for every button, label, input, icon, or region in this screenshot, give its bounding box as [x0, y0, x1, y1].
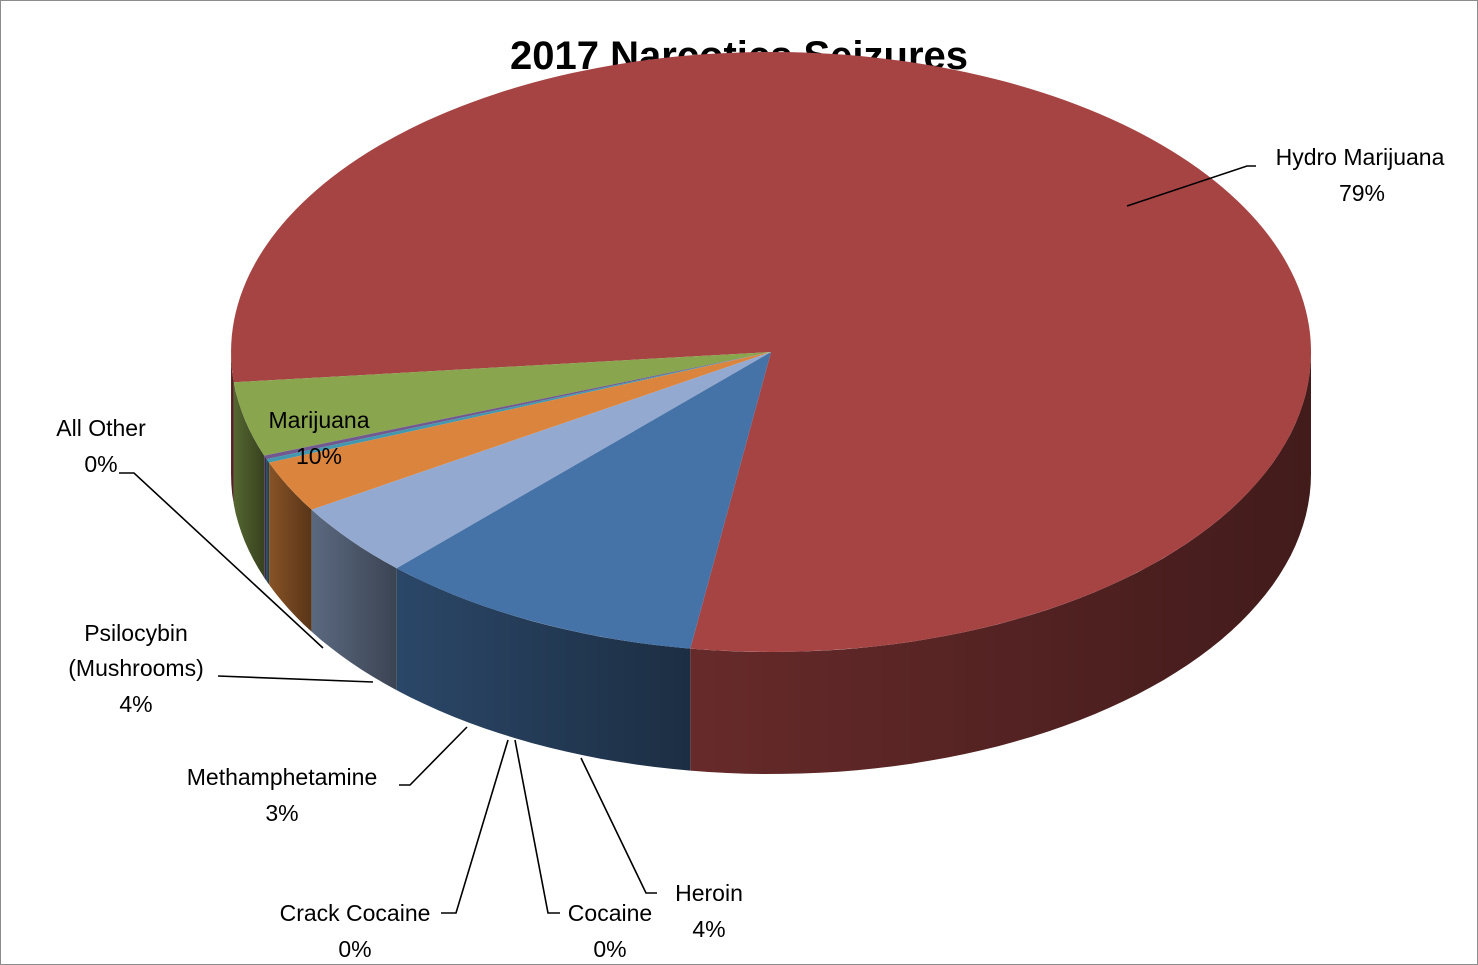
slice-side-psilocybin-mushrooms [311, 509, 397, 691]
leader-hydro-marijuana [1126, 165, 1256, 207]
slice-side-marijuana [396, 568, 691, 771]
slice-marijuana [396, 352, 771, 649]
label-crack-cocaine-value: 0% [338, 936, 371, 962]
slice-side-cocaine [264, 455, 267, 582]
label-hydro-marijuana-value: 79% [1339, 180, 1385, 206]
label-hydro-marijuana-name: Hydro Marijuana [1276, 144, 1445, 170]
label-methamphetamine-value: 3% [265, 800, 298, 826]
leader-psilocybin [217, 675, 374, 683]
leader-all-other [119, 472, 324, 649]
label-cocaine-value: 0% [593, 936, 626, 962]
slice-side-hydro-marijuana [690, 352, 1311, 774]
pie-top-faces [231, 51, 1312, 652]
leader-heroin [580, 757, 657, 894]
slice-side-methamphetamine [269, 462, 312, 632]
slice-side-heroin [233, 382, 265, 578]
label-psilocybin-name-line1: Psilocybin [84, 620, 188, 646]
pie-side-walls [231, 352, 1311, 774]
label-crack-cocaine-name: Crack Cocaine [280, 900, 431, 926]
leader-methamphetamine [399, 726, 468, 786]
slice-psilocybin-mushrooms [311, 352, 771, 569]
label-marijuana-value: 10% [296, 443, 342, 469]
label-heroin-name: Heroin [675, 880, 743, 906]
label-psilocybin-name-line2: (Mushrooms) [68, 655, 203, 681]
slice-hydro-marijuana [231, 51, 1312, 652]
label-marijuana-name: Marijuana [269, 407, 370, 433]
leader-cocaine [514, 739, 560, 914]
slice-side-hydro-marijuana [231, 352, 234, 505]
slice-methamphetamine [269, 352, 771, 510]
slice-heroin [233, 352, 772, 456]
label-cocaine-name: Cocaine [568, 900, 652, 926]
leader-crack-cocaine [441, 739, 509, 914]
slice-side-crack-cocaine [266, 459, 270, 585]
slice-crack-cocaine [266, 352, 771, 463]
label-heroin-value: 4% [692, 916, 725, 942]
label-methamphetamine-name: Methamphetamine [187, 764, 378, 790]
leader-lines [119, 165, 1256, 914]
label-all-other-name: All Other [56, 415, 146, 441]
slice-cocaine [264, 352, 771, 460]
label-psilocybin-value: 4% [119, 691, 152, 717]
label-all-other-value: 0% [84, 451, 117, 477]
